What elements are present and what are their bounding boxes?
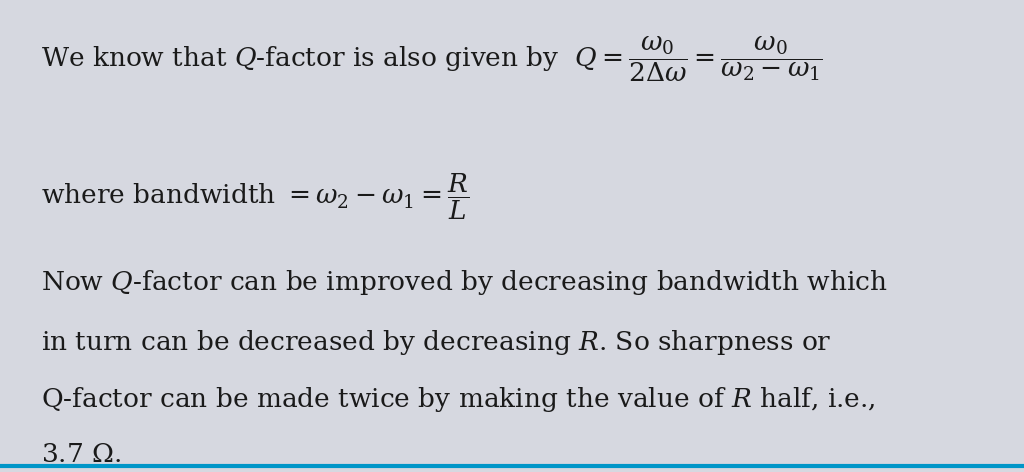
Text: Q-factor can be made twice by making the value of $R$ half, i.e.,: Q-factor can be made twice by making the… [41, 385, 877, 414]
Text: 3.7 $\Omega$.: 3.7 $\Omega$. [41, 442, 122, 467]
Text: Now $Q$-factor can be improved by decreasing bandwidth which: Now $Q$-factor can be improved by decrea… [41, 269, 888, 297]
Text: We know that $Q$-factor is also given by  $Q = \dfrac{\omega_0}{2\Delta\omega} =: We know that $Q$-factor is also given by… [41, 35, 823, 84]
Text: in turn can be decreased by decreasing $R$. So sharpness or: in turn can be decreased by decreasing $… [41, 328, 831, 357]
Text: where bandwidth $= \omega_2 - \omega_1 = \dfrac{R}{L}$: where bandwidth $= \omega_2 - \omega_1 =… [41, 171, 470, 222]
